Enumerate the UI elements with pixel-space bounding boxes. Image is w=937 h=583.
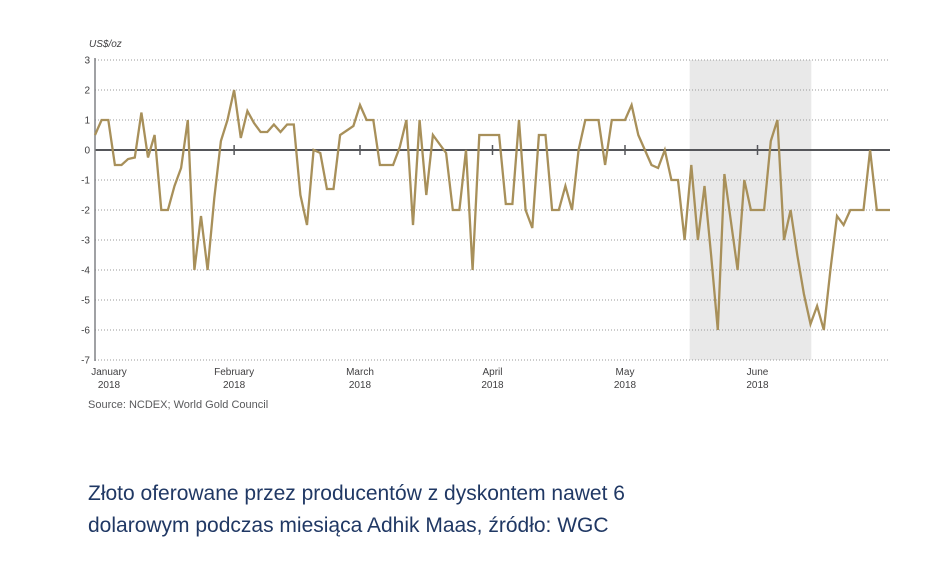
x-axis-year-march: 2018 [349,380,372,391]
y-axis-tick-label: -1 [81,176,90,187]
y-axis-tick-label: -6 [81,326,90,337]
y-axis-tick-label: 2 [84,86,90,97]
x-axis-label-april: April [482,367,502,378]
x-axis-label-may: May [616,367,635,378]
y-axis-tick-label: -4 [81,266,90,277]
y-axis-tick-label: -7 [81,356,90,367]
x-axis-year-june: 2018 [746,380,769,391]
x-axis-year-february: 2018 [223,380,246,391]
y-axis-tick-label: 1 [84,116,90,127]
x-axis-label-january: January [91,367,127,378]
unit-label: US$/oz [89,39,122,50]
y-axis-tick-label: -2 [81,206,90,217]
source-note: Source: NCDEX; World Gold Council [88,399,269,411]
caption: Złoto oferowane przez producentów z dysk… [88,482,625,537]
y-axis-tick-label: 0 [84,146,90,157]
x-axis-year-january: 2018 [98,380,121,391]
x-axis-label-march: March [346,367,374,378]
x-axis-year-april: 2018 [481,380,504,391]
y-axis-tick-label: -3 [81,236,90,247]
x-axis-label-june: June [747,367,769,378]
x-axis-label-february: February [214,367,254,378]
y-axis-tick-label: -5 [81,296,90,307]
y-axis-tick-label: 3 [84,56,90,67]
x-axis-year-may: 2018 [614,380,637,391]
gold-discount-series-line [93,89,890,331]
